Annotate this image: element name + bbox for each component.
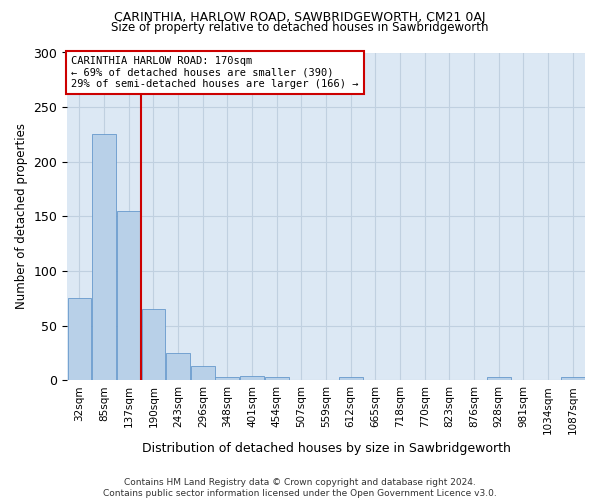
Bar	[561, 377, 584, 380]
Text: CARINTHIA HARLOW ROAD: 170sqm
← 69% of detached houses are smaller (390)
29% of : CARINTHIA HARLOW ROAD: 170sqm ← 69% of d…	[71, 56, 358, 89]
Bar	[142, 309, 166, 380]
Bar	[117, 211, 141, 380]
Bar	[339, 377, 362, 380]
Bar	[215, 377, 239, 380]
Bar	[265, 377, 289, 380]
Text: CARINTHIA, HARLOW ROAD, SAWBRIDGEWORTH, CM21 0AJ: CARINTHIA, HARLOW ROAD, SAWBRIDGEWORTH, …	[114, 11, 486, 24]
Bar	[240, 376, 264, 380]
Bar	[166, 353, 190, 380]
Bar	[92, 134, 116, 380]
Bar	[191, 366, 215, 380]
X-axis label: Distribution of detached houses by size in Sawbridgeworth: Distribution of detached houses by size …	[142, 442, 511, 455]
Text: Contains HM Land Registry data © Crown copyright and database right 2024.
Contai: Contains HM Land Registry data © Crown c…	[103, 478, 497, 498]
Bar	[68, 298, 91, 380]
Text: Size of property relative to detached houses in Sawbridgeworth: Size of property relative to detached ho…	[111, 22, 489, 35]
Bar	[487, 377, 511, 380]
Y-axis label: Number of detached properties: Number of detached properties	[15, 124, 28, 310]
